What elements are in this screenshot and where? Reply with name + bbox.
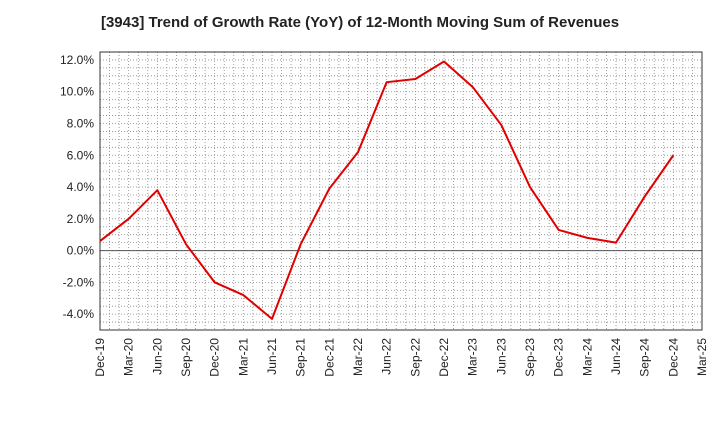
y-tick-label: -4.0% bbox=[63, 307, 95, 321]
x-tick-label: Sep-21 bbox=[294, 338, 308, 377]
y-tick-label: 6.0% bbox=[67, 148, 95, 162]
y-tick-label: 12.0% bbox=[60, 53, 94, 67]
x-tick-label: Dec-20 bbox=[208, 338, 222, 377]
y-tick-label: -2.0% bbox=[63, 275, 95, 289]
x-tick-label: Jun-22 bbox=[380, 338, 394, 375]
x-tick-label: Dec-24 bbox=[666, 338, 680, 377]
y-tick-label: 4.0% bbox=[67, 180, 95, 194]
plot-frame bbox=[99, 51, 703, 331]
x-tick-label: Dec-23 bbox=[552, 338, 566, 377]
x-tick-label: Sep-23 bbox=[523, 338, 537, 377]
x-tick-label: Jun-21 bbox=[265, 338, 279, 375]
x-tick-label: Mar-22 bbox=[351, 338, 365, 376]
x-tick-label: Sep-22 bbox=[408, 338, 422, 377]
y-tick-label: 10.0% bbox=[60, 85, 94, 99]
y-tick-label: 8.0% bbox=[67, 116, 95, 130]
x-tick-label: Sep-24 bbox=[638, 338, 652, 377]
y-tick-label: 0.0% bbox=[67, 244, 95, 258]
x-tick-label: Dec-19 bbox=[93, 338, 107, 377]
x-tick-label: Mar-20 bbox=[122, 338, 136, 376]
x-tick-label: Jun-20 bbox=[150, 338, 164, 375]
plot-area bbox=[100, 52, 702, 330]
x-tick-label: Mar-24 bbox=[580, 338, 594, 376]
x-tick-label: Mar-21 bbox=[236, 338, 250, 376]
x-tick-label: Dec-22 bbox=[437, 338, 451, 377]
x-tick-label: Mar-23 bbox=[466, 338, 480, 376]
x-tick-label: Sep-20 bbox=[179, 338, 193, 377]
x-tick-label: Jun-23 bbox=[494, 338, 508, 375]
x-tick-label: Jun-24 bbox=[609, 338, 623, 375]
x-tick-label: Dec-21 bbox=[322, 338, 336, 377]
chart-title: [3943] Trend of Growth Rate (YoY) of 12-… bbox=[100, 14, 620, 31]
x-tick-label: Mar-25 bbox=[695, 338, 709, 376]
y-tick-label: 2.0% bbox=[67, 212, 95, 226]
